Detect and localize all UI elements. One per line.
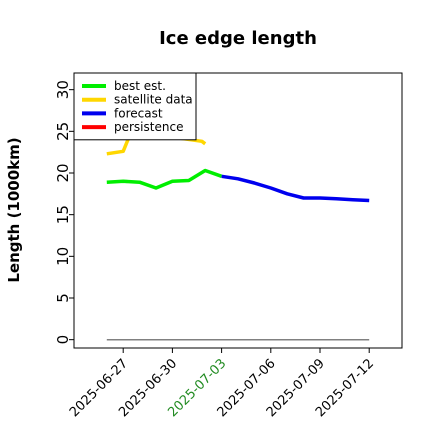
y-axis-label: Length (1000km) xyxy=(5,137,23,282)
legend: best est.satellite dataforecastpersisten… xyxy=(73,72,197,141)
legend-label: satellite data xyxy=(114,93,193,107)
y-tick-label: 15 xyxy=(54,205,72,224)
chart-title: Ice edge length xyxy=(159,28,317,49)
y-tick-label: 0 xyxy=(54,335,72,345)
y-tick-label: 25 xyxy=(54,122,72,141)
y-tick-label: 20 xyxy=(54,163,72,182)
series-line-0 xyxy=(106,168,223,190)
legend-label: best est. xyxy=(114,79,166,93)
plot-area xyxy=(106,129,370,341)
series-line-2 xyxy=(221,174,370,203)
y-tick-label: 30 xyxy=(54,80,72,99)
y-tick-label: 10 xyxy=(54,247,72,266)
legend-label: persistence xyxy=(114,120,183,134)
x-axis: 2025-06-272025-06-302025-07-032025-07-06… xyxy=(67,348,377,420)
legend-label: forecast xyxy=(114,106,163,120)
y-tick-label: 5 xyxy=(54,293,72,303)
y-axis: 0 5 10 15 20 25 30 xyxy=(54,80,74,344)
plot-frame xyxy=(73,72,403,349)
